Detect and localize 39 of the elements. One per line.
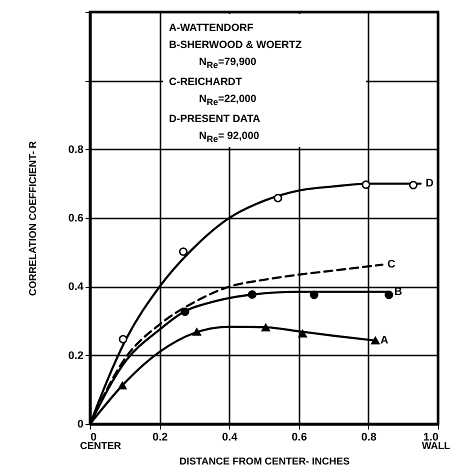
point — [192, 328, 202, 336]
x-tick-label: 0.4 — [222, 432, 238, 444]
text: CENTER — [80, 441, 122, 452]
y-tick-label: 0.8 — [68, 144, 84, 156]
point — [298, 330, 307, 338]
x-tick-label: 0.6 — [292, 432, 307, 444]
series-label: A — [380, 334, 388, 347]
x-axis-title: DISTANCE FROM CENTER- INCHES — [179, 456, 350, 468]
series-label: D — [426, 178, 434, 190]
y-tick-label: 0.6 — [68, 212, 84, 224]
point — [178, 247, 188, 256]
annotation: C-REICHARDT — [169, 75, 243, 90]
annotation: N$_{Re}$= 92,000 — [198, 129, 260, 146]
annotation: N$_{Re}$=22,000 — [198, 92, 258, 110]
point — [248, 290, 256, 299]
point — [371, 336, 380, 344]
point — [310, 290, 318, 300]
point — [274, 194, 282, 202]
annotation: N$_{Re}$=79,900 — [198, 55, 258, 72]
point — [118, 382, 127, 390]
point — [409, 180, 418, 190]
y-tick-label: 0.4 — [68, 281, 84, 294]
y-tick-label: 0 — [77, 418, 84, 430]
point — [118, 334, 128, 344]
point — [180, 307, 190, 316]
x-tick-label: 0.8 — [361, 432, 377, 444]
point — [362, 180, 370, 189]
text: WALL — [422, 441, 450, 452]
annotation: D-PRESENT DATA — [169, 112, 262, 128]
y-axis-title: CORRELATION COEFFICIENT- R — [28, 140, 40, 296]
x-tick-label: 0.2 — [152, 432, 168, 444]
point — [384, 290, 394, 300]
annotation: A-WATTENDORF — [169, 21, 254, 36]
series-label: C — [387, 258, 396, 271]
point — [261, 324, 270, 332]
annotation: B-SHERWOOD & WOERTZ — [169, 38, 303, 53]
y-tick-label: 0.2 — [68, 350, 84, 362]
x-tick-label: 0 — [90, 432, 97, 444]
x-tick-label: 1.0 — [423, 432, 438, 444]
